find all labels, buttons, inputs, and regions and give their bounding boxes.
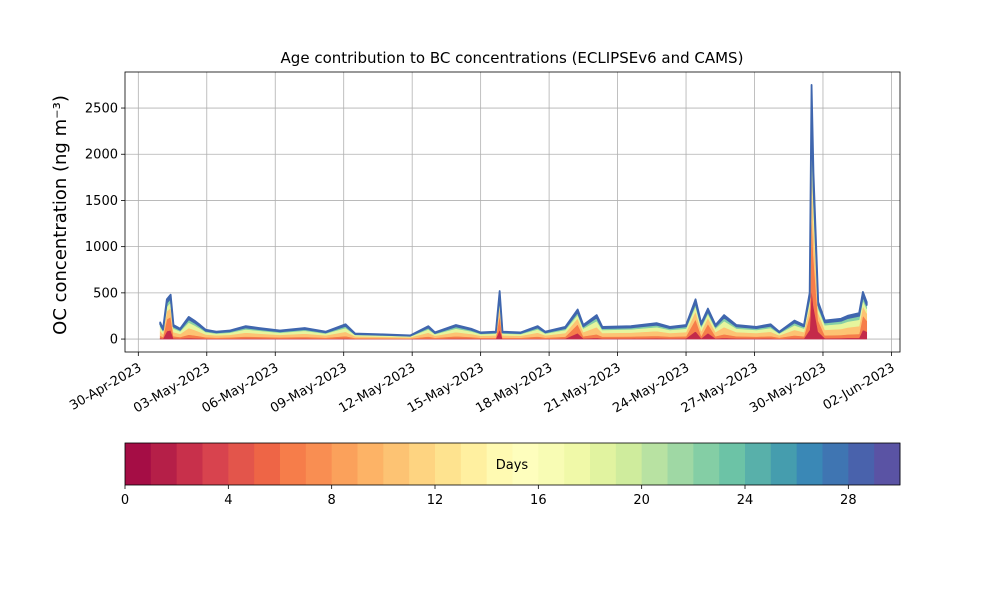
colorbar-tick-label: 12 xyxy=(427,493,444,508)
colorbar-swatch xyxy=(150,443,178,485)
colorbar-swatch xyxy=(254,443,281,485)
colorbar-swatch xyxy=(125,443,152,485)
colorbar-label: Days xyxy=(496,458,529,473)
colorbar-swatch xyxy=(693,443,720,485)
colorbar-tick-label: 4 xyxy=(224,493,232,508)
y-tick-label: 2500 xyxy=(85,102,118,117)
colorbar-swatch xyxy=(383,443,410,485)
colorbar-swatch xyxy=(667,443,694,485)
colorbar-swatch xyxy=(305,443,333,485)
colorbar-swatch xyxy=(590,443,617,485)
x-tick-label: 15-May-2023 xyxy=(405,360,487,416)
colorbar-swatch xyxy=(822,443,849,485)
y-tick-label: 500 xyxy=(93,286,118,301)
colorbar-tick-label: 20 xyxy=(633,493,650,508)
y-axis-label: OC concentration (ng m⁻³) xyxy=(50,95,71,335)
x-tick-label: 03-May-2023 xyxy=(131,360,213,416)
colorbar-swatch xyxy=(641,443,668,485)
stack-area xyxy=(159,84,868,337)
x-tick-label: 24-May-2023 xyxy=(610,360,692,416)
colorbar-swatch xyxy=(745,443,772,485)
colorbar-swatch xyxy=(512,443,539,485)
x-tick-label: 12-May-2023 xyxy=(336,360,418,416)
x-tick-label: 30-May-2023 xyxy=(747,360,829,416)
colorbar-tick-label: 16 xyxy=(530,493,547,508)
x-tick-label: 18-May-2023 xyxy=(473,360,555,416)
colorbar-swatch xyxy=(228,443,255,485)
colorbar-swatch xyxy=(874,443,901,485)
y-tick-label: 0 xyxy=(110,333,118,348)
x-tick-label: 06-May-2023 xyxy=(200,360,282,416)
colorbar-swatch xyxy=(796,443,823,485)
colorbar-tick-label: 0 xyxy=(121,493,129,508)
x-tick-label: 27-May-2023 xyxy=(679,360,761,416)
y-tick-label: 2000 xyxy=(85,148,118,163)
stack-area xyxy=(159,130,868,338)
x-tick-label: 09-May-2023 xyxy=(268,360,350,416)
colorbar-frame xyxy=(124,442,901,486)
colorbar-swatch xyxy=(435,443,462,485)
plot-frame xyxy=(124,71,901,353)
colorbar-swatch xyxy=(176,443,203,485)
x-tick-label: 02-Jun-2023 xyxy=(821,360,898,413)
colorbar-swatch xyxy=(202,443,229,485)
y-tick-label: 1500 xyxy=(85,194,118,209)
colorbar-tick-label: 8 xyxy=(328,493,336,508)
colorbar-swatch xyxy=(770,443,798,485)
colorbar-swatch xyxy=(331,443,358,485)
colorbar-swatch xyxy=(719,443,746,485)
stack-area xyxy=(159,104,868,337)
x-tick-label: 21-May-2023 xyxy=(542,360,624,416)
stack-area xyxy=(159,211,868,340)
colorbar-swatch xyxy=(538,443,565,485)
colorbar-swatch xyxy=(357,443,384,485)
y-tick-label: 1000 xyxy=(85,240,118,255)
colorbar-swatch xyxy=(460,443,488,485)
colorbar-swatch xyxy=(615,443,643,485)
colorbar-tick-label: 24 xyxy=(737,493,754,508)
stack-area xyxy=(159,160,868,339)
colorbar-swatch xyxy=(848,443,875,485)
colorbar-swatch xyxy=(409,443,436,485)
colorbar-swatch xyxy=(564,443,591,485)
chart-title: Age contribution to BC concentrations (E… xyxy=(281,49,744,67)
colorbar-tick-label: 28 xyxy=(840,493,857,508)
colorbar-swatch xyxy=(280,443,307,485)
colorbar-swatch xyxy=(486,443,513,485)
